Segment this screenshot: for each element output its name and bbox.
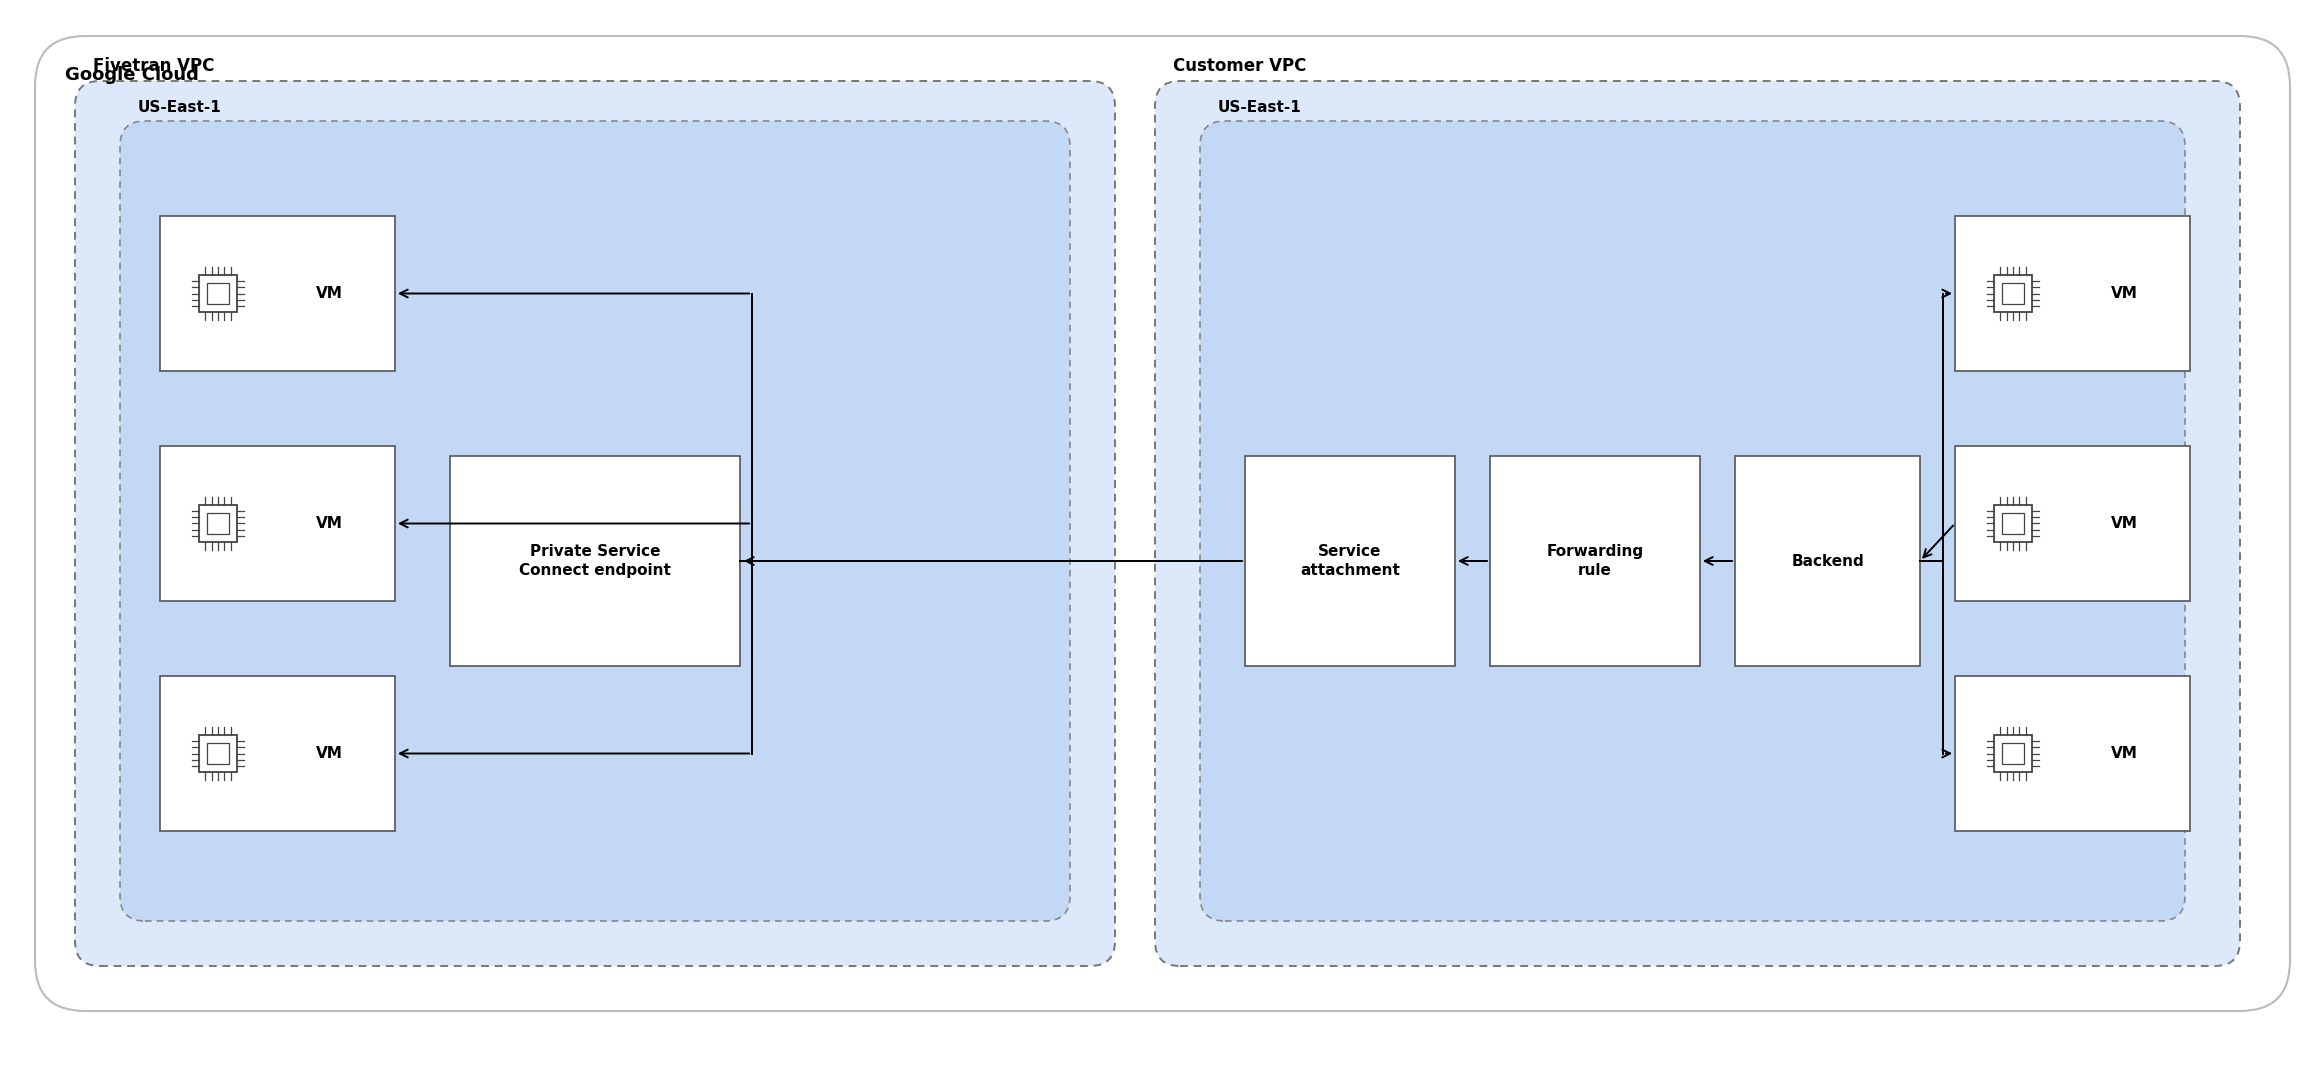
FancyBboxPatch shape — [1155, 81, 2240, 966]
Text: US-East-1: US-East-1 — [1218, 100, 1301, 115]
FancyBboxPatch shape — [74, 81, 1116, 966]
FancyBboxPatch shape — [1246, 456, 1455, 666]
Bar — [200, 504, 237, 543]
Text: Private Service
Connect endpoint: Private Service Connect endpoint — [518, 544, 672, 579]
FancyBboxPatch shape — [1199, 122, 2185, 921]
Text: US-East-1: US-East-1 — [137, 100, 221, 115]
FancyBboxPatch shape — [451, 456, 739, 666]
Text: VM: VM — [2110, 286, 2138, 301]
FancyBboxPatch shape — [160, 216, 395, 371]
Text: VM: VM — [316, 746, 342, 761]
Text: VM: VM — [316, 286, 342, 301]
Bar — [1994, 504, 2031, 543]
Text: Backend: Backend — [1792, 553, 1864, 568]
Text: Fivetran VPC: Fivetran VPC — [93, 56, 214, 75]
FancyBboxPatch shape — [35, 36, 2289, 1011]
FancyBboxPatch shape — [1954, 216, 2189, 371]
FancyBboxPatch shape — [1954, 446, 2189, 601]
FancyBboxPatch shape — [1954, 676, 2189, 831]
Text: VM: VM — [316, 516, 342, 531]
Text: Google Cloud: Google Cloud — [65, 66, 200, 84]
FancyBboxPatch shape — [160, 676, 395, 831]
Text: Forwarding
rule: Forwarding rule — [1545, 544, 1643, 579]
Text: Customer VPC: Customer VPC — [1174, 56, 1306, 75]
Bar — [200, 734, 237, 773]
Bar — [207, 743, 230, 764]
Bar — [2001, 513, 2024, 534]
Text: VM: VM — [2110, 516, 2138, 531]
Text: VM: VM — [2110, 746, 2138, 761]
Bar — [2001, 282, 2024, 305]
Text: Service
attachment: Service attachment — [1299, 544, 1399, 579]
Bar — [200, 275, 237, 312]
FancyBboxPatch shape — [121, 122, 1069, 921]
Bar — [1994, 734, 2031, 773]
Bar — [1994, 275, 2031, 312]
Bar — [207, 282, 230, 305]
Bar — [207, 513, 230, 534]
FancyBboxPatch shape — [1736, 456, 1920, 666]
FancyBboxPatch shape — [1490, 456, 1699, 666]
Bar — [2001, 743, 2024, 764]
FancyBboxPatch shape — [160, 446, 395, 601]
